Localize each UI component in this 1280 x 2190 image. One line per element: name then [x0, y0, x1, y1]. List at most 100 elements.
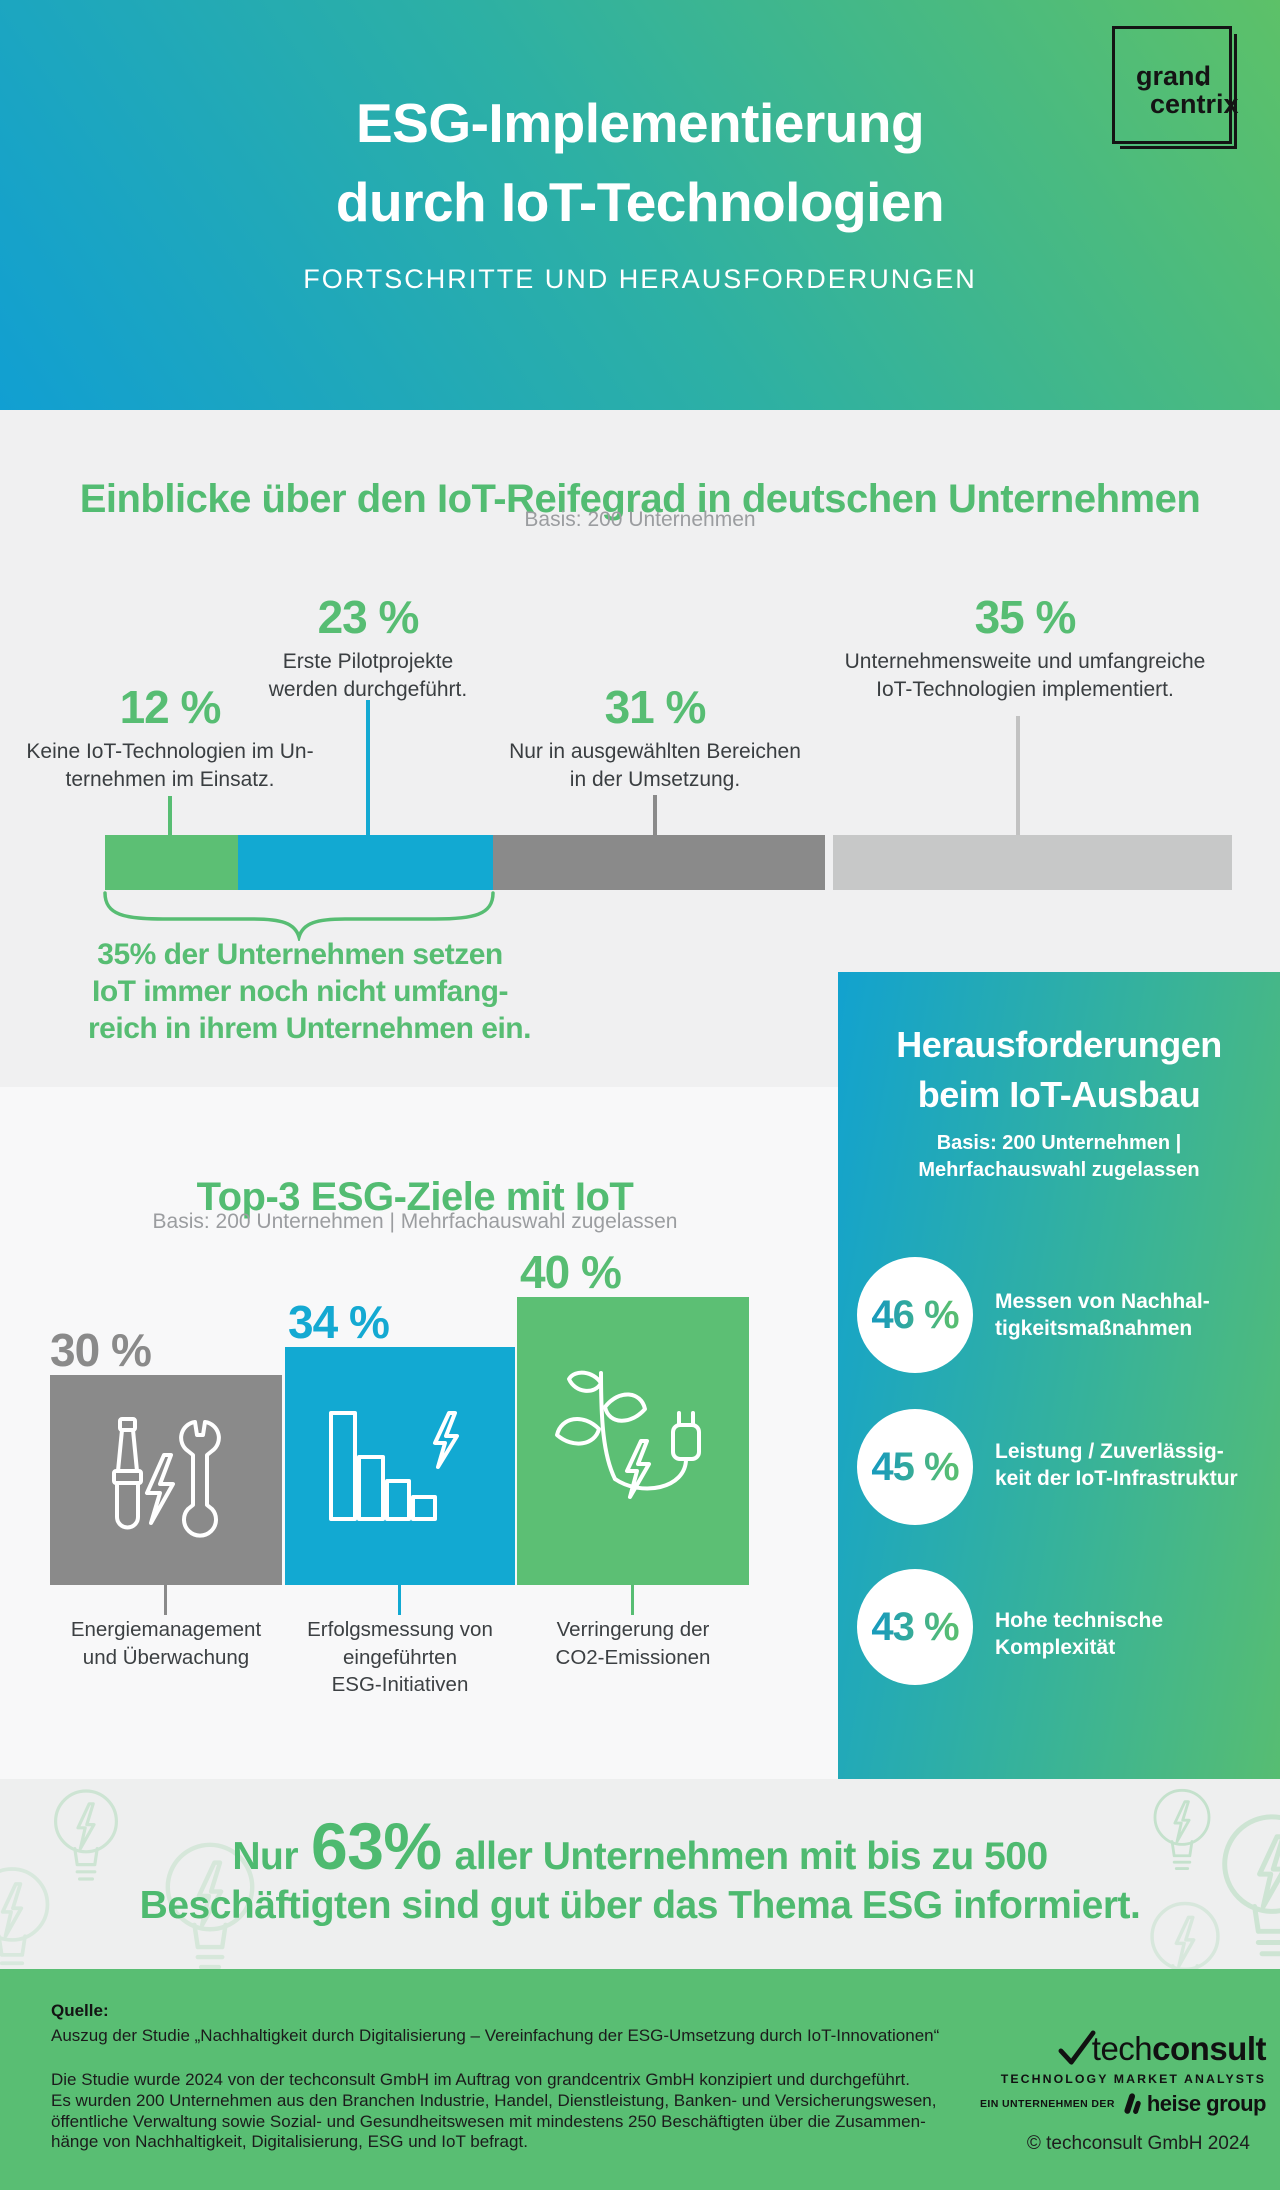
heise-prefix: EIN UNTERNEHMEN DER — [980, 2098, 1115, 2110]
stat-section — [0, 1779, 1280, 1969]
challenge-label-45-line2: keit der IoT-Infrastruktur — [995, 1466, 1238, 1490]
connector-line-12 — [168, 796, 172, 835]
stacked-bar — [105, 835, 1232, 890]
goal-label-co2: Verringerung der CO2-Emissionen — [483, 1616, 783, 1671]
lightbulb-watermark-icon — [54, 1789, 118, 1881]
footer-body-line3: öffentliche Verwaltung sowie Sozial- und… — [51, 2111, 926, 2131]
challenge-label-46-line1: Messen von Nachhal- — [995, 1290, 1210, 1313]
bar-segment-23 — [238, 835, 493, 890]
challenge-circle-45: 45 % — [857, 1409, 973, 1525]
challenges-title-line1: Herausforderungen — [896, 1024, 1222, 1065]
techconsult-logo-block: techconsult TECHNOLOGY MARKET ANALYSTS E… — [980, 2030, 1267, 2160]
goal-connector-energy — [164, 1585, 167, 1615]
goal-pct-40: 40 % — [520, 1246, 622, 1298]
connector-line-35 — [1016, 716, 1020, 835]
lightbulb-watermark-icon — [0, 1867, 50, 1966]
hero-header: ESG-Implementierung durch IoT-Technologi… — [0, 0, 1280, 410]
footer-study-description: Die Studie wurde 2024 von der techconsul… — [51, 2070, 937, 2153]
maturity-desc-23-line1: Erste Pilotprojekte — [282, 650, 454, 673]
heise-group-line: EIN UNTERNEHMEN DER heise group — [980, 2091, 1266, 2117]
goal-label-energy: Energiemanagement und Überwachung — [16, 1616, 316, 1671]
chart-icon — [329, 1411, 459, 1521]
challenge-label-43: Hohe technische Komplexität — [995, 1608, 1263, 1661]
maturity-desc-31-line2: in der Umsetzung. — [569, 767, 741, 791]
footer — [0, 1969, 1280, 2190]
checkmark-icon — [1058, 2030, 1096, 2065]
footer-source-line: Auszug der Studie „Nachhaltigkeit durch … — [51, 2026, 940, 2045]
challenge-label-45: Leistung / Zuverlässig- keit der IoT-Inf… — [995, 1439, 1263, 1492]
footer-body-line2: Es wurden 200 Unternehmen aus den Branch… — [51, 2090, 937, 2110]
goal-label-measurement-line3: ESG-Initiativen — [331, 1673, 469, 1696]
challenge-label-46-line2: tigkeitsmaßnahmen — [995, 1316, 1193, 1340]
bar-segment-divider — [825, 835, 833, 890]
lightbulb-watermark-icon — [1150, 1901, 1220, 1969]
goals-basis: Basis: 200 Unternehmen | Mehrfachauswahl… — [152, 1210, 678, 1233]
maturity-item-12: 12 % Keine IoT-Technologien im Un- terne… — [0, 682, 360, 793]
maturity-basis: Basis: 200 Unternehmen — [524, 508, 756, 531]
goal-connector-co2 — [631, 1585, 634, 1615]
bar-segment-31 — [493, 835, 825, 890]
challenges-title: Herausforderungen beim IoT-Ausbau — [838, 1020, 1280, 1120]
maturity-callout-line1: 35% der Unternehmen setzen — [97, 938, 503, 971]
footer-body-line4: hänge von Nachhaltigkeit, Digitalisierun… — [51, 2132, 528, 2152]
challenges-basis: Basis: 200 Unternehmen | Mehrfachauswahl… — [838, 1130, 1280, 1184]
goal-pct-30: 30 % — [50, 1324, 152, 1376]
challenges-title-line2: beim IoT-Ausbau — [917, 1074, 1201, 1115]
tools-icon — [112, 1417, 221, 1538]
footer-copyright: © techconsult GmbH 2024 — [1026, 2133, 1250, 2154]
stat-prefix: Nur — [232, 1835, 299, 1878]
challenge-label-45-line1: Leistung / Zuverlässig- — [995, 1440, 1224, 1463]
challenge-label-43-line2: Komplexität — [995, 1635, 1116, 1659]
lightbulb-watermark-icon — [165, 1842, 255, 1969]
stat-value: 63% — [311, 1809, 442, 1883]
maturity-desc-31-line1: Nur in ausgewählten Bereichen — [509, 740, 801, 763]
goal-connector-measurement — [398, 1585, 401, 1615]
goal-label-co2-line1: Verringerung der — [556, 1618, 710, 1641]
maturity-item-23: 23 % Erste Pilotprojekte werden durchgef… — [178, 592, 558, 703]
grandcentrix-logo-line2: centrix — [1150, 89, 1239, 119]
challenge-circle-43: 43 % — [857, 1569, 973, 1685]
challenge-label-43-line1: Hohe technische — [995, 1609, 1164, 1632]
maturity-item-31: 31 % Nur in ausgewählten Bereichen in de… — [465, 682, 845, 793]
stat-headline-line2: Beschäftigten sind gut über das Thema ES… — [139, 1884, 1141, 1927]
maturity-item-35: 35 % Unternehmensweite und umfangreiche … — [835, 592, 1215, 703]
maturity-desc-35-line1: Unternehmensweite und umfangreiche — [844, 650, 1206, 673]
maturity-desc-12-line2: ternehmen im Einsatz. — [65, 767, 275, 791]
plant-plug-icon — [555, 1370, 701, 1499]
maturity-desc-12-line1: Keine IoT-Technologien im Un- — [26, 740, 314, 763]
footer-body-line1: Die Studie wurde 2024 von der techconsul… — [51, 2070, 910, 2089]
challenges-basis-line1: Basis: 200 Unternehmen | — [936, 1132, 1182, 1154]
maturity-callout-line3: reich in ihrem Unternehmen ein. — [88, 1012, 531, 1045]
grandcentrix-logo: grand centrix — [1112, 26, 1239, 149]
maturity-desc-23-line2: werden durchgeführt. — [268, 677, 468, 701]
maturity-callout: 35% der Unternehmen setzen IoT immer noc… — [88, 936, 531, 1047]
maturity-desc-35-line2: IoT-Technologien implementiert. — [876, 677, 1174, 701]
goal-pct-34: 34 % — [288, 1296, 390, 1348]
goal-bar-co2 — [517, 1297, 749, 1585]
connector-line-23 — [366, 700, 370, 835]
maturity-pct-12: 12 % — [119, 681, 222, 733]
challenges-basis-line2: Mehrfachauswahl zugelassen — [918, 1159, 1200, 1181]
heise-name: heise group — [1146, 2091, 1267, 2116]
stat-suffix: aller Unternehmen mit bis zu 500 — [454, 1835, 1049, 1878]
goal-label-measurement-line1: Erfolgsmessung von — [307, 1618, 493, 1641]
goal-label-co2-line2: CO2-Emissionen — [555, 1645, 711, 1669]
maturity-pct-35: 35 % — [974, 591, 1077, 643]
goal-label-energy-line1: Energiemanagement — [70, 1618, 262, 1641]
page-title: ESG-Implementierung durch IoT-Technologi… — [0, 84, 1280, 242]
grandcentrix-logo-line1: grand — [1136, 61, 1212, 91]
techconsult-name: techconsult — [1092, 2030, 1267, 2068]
maturity-callout-line2: IoT immer noch nicht umfang- — [91, 975, 509, 1008]
page-title-line1: ESG-Implementierung — [355, 92, 925, 154]
page-title-line2: durch IoT-Technologien — [335, 171, 945, 233]
challenge-pct-46: 46 % — [871, 1292, 959, 1337]
challenge-pct-43: 43 % — [871, 1604, 959, 1649]
lightbulb-watermark-icon — [1153, 1788, 1211, 1870]
bar-segment-35 — [833, 835, 1232, 890]
heise-mark-icon — [1124, 2093, 1141, 2114]
maturity-pct-31: 31 % — [604, 681, 707, 733]
goal-label-measurement-line2: eingeführten — [343, 1645, 457, 1669]
footer-source-label: Quelle: — [51, 2001, 109, 2020]
goal-bar-energy — [50, 1375, 282, 1585]
connector-line-31 — [653, 795, 657, 835]
